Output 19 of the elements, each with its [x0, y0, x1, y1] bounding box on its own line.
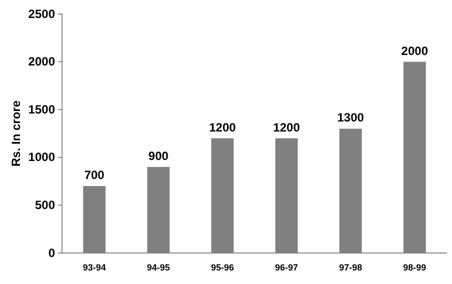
y-axis-title: Rs. In crore	[9, 100, 23, 167]
y-tick-label: 500	[34, 198, 56, 212]
x-tick-label: 93-94	[82, 262, 106, 272]
data-label: 2000	[401, 44, 428, 58]
x-tick-label: 94-95	[146, 262, 170, 272]
x-tick-label: 96-97	[275, 262, 298, 272]
data-label: 1200	[209, 120, 236, 134]
data-label: 900	[148, 148, 169, 163]
y-tick-label: 2000	[28, 54, 56, 69]
x-tick-label: 97-98	[339, 262, 362, 272]
x-tick-label: 95-96	[210, 262, 234, 272]
data-label: 1200	[273, 120, 300, 134]
y-tick-label: 1000	[28, 150, 56, 164]
y-tick-label: 1500	[28, 102, 56, 116]
y-tick-label: 0	[48, 246, 56, 260]
y-tick-label: 2500	[28, 6, 56, 21]
data-label: 1300	[337, 110, 364, 125]
x-tick-label: 98-99	[403, 262, 426, 272]
data-label: 700	[84, 168, 105, 182]
